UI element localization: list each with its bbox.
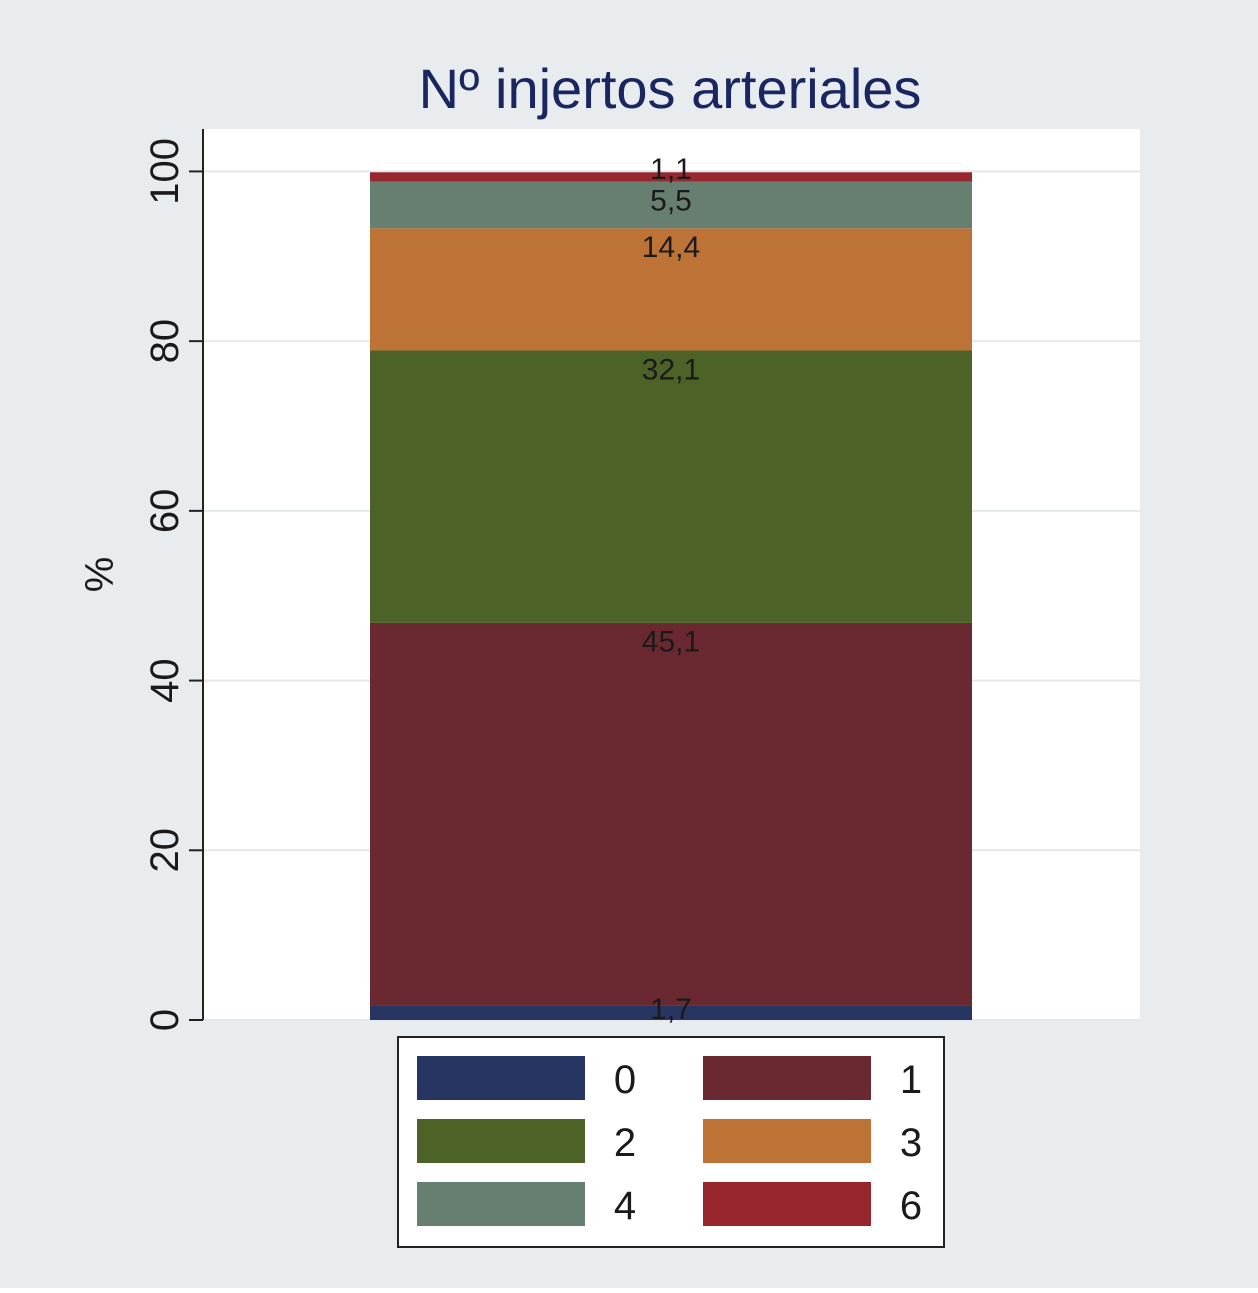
chart-title: Nº injertos arteriales — [419, 57, 922, 120]
legend-swatch-1 — [703, 1056, 871, 1100]
y-tick-label: 0 — [143, 1009, 187, 1031]
legend-label-6: 6 — [900, 1184, 922, 1228]
data-labels: 1,7 45,1 32,1 14,4 5,51,1 — [642, 153, 700, 1026]
legend-label-4: 4 — [614, 1184, 636, 1228]
legend-swatch-4 — [417, 1182, 585, 1226]
legend-swatch-2 — [417, 1119, 585, 1163]
legend-label-0: 0 — [614, 1058, 636, 1102]
legend-swatch-0 — [417, 1056, 585, 1100]
bar-stack — [370, 172, 972, 1020]
bar-segment-3 — [370, 228, 972, 351]
bar-segment-0 — [370, 1005, 972, 1020]
y-axis-label: % — [78, 557, 122, 593]
bar-segment-6 — [370, 172, 972, 182]
y-tick-label: 60 — [143, 489, 187, 534]
data-label-2: 32,1 — [642, 353, 700, 386]
legend-swatch-3 — [703, 1119, 871, 1163]
data-label-3: 14,4 — [642, 231, 700, 264]
legend-label-2: 2 — [614, 1121, 636, 1165]
y-tick-label: 20 — [143, 828, 187, 873]
legend-swatch-6 — [703, 1182, 871, 1226]
data-label-4: 5,5 — [650, 184, 692, 217]
data-label-6: 1,1 — [650, 153, 692, 186]
bar-segment-1 — [370, 622, 972, 1006]
bar-segment-2 — [370, 350, 972, 623]
legend-label-3: 3 — [900, 1121, 922, 1165]
data-label-1: 45,1 — [642, 626, 700, 659]
y-tick-label: 40 — [143, 658, 187, 703]
y-tick-label: 80 — [143, 319, 187, 364]
data-label-0: 1,7 — [650, 993, 692, 1026]
y-axis: 0 20 40 60 80 100 — [143, 129, 204, 1031]
bar-segment-4 — [370, 181, 972, 229]
y-tick-label: 100 — [143, 138, 187, 205]
legend-label-1: 1 — [900, 1058, 922, 1102]
legend: 0 1 2 3 4 6 — [397, 1036, 945, 1248]
